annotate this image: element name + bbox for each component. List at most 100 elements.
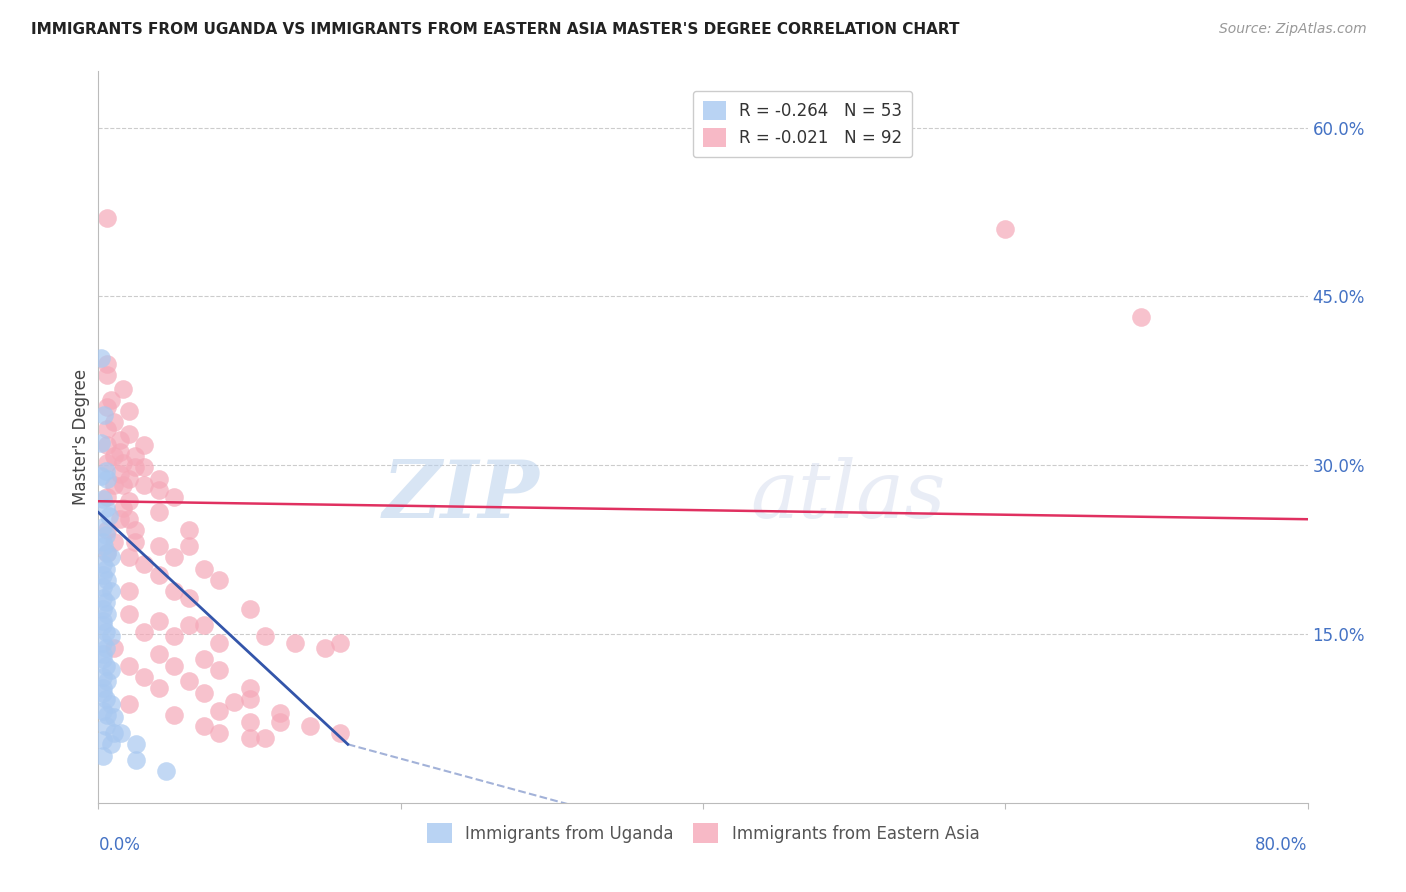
Point <box>179 524 201 538</box>
Point <box>124 534 146 549</box>
Point <box>103 710 125 724</box>
Point <box>98 508 121 523</box>
Point <box>208 636 231 650</box>
Point <box>994 222 1017 236</box>
Point <box>100 629 122 643</box>
Point <box>329 636 352 650</box>
Point <box>253 731 276 745</box>
Point <box>148 472 170 486</box>
Point <box>91 568 114 582</box>
Point <box>148 506 170 520</box>
Point <box>239 714 262 729</box>
Point <box>179 539 201 553</box>
Point <box>124 524 146 538</box>
Point <box>91 685 114 699</box>
Point <box>110 726 132 740</box>
Point <box>91 670 114 684</box>
Point <box>148 614 170 628</box>
Point <box>329 726 352 740</box>
Legend: Immigrants from Uganda, Immigrants from Eastern Asia: Immigrants from Uganda, Immigrants from … <box>420 817 986 849</box>
Point <box>96 357 118 371</box>
Point <box>253 629 276 643</box>
Point <box>100 584 122 599</box>
Point <box>239 731 262 745</box>
Point <box>91 681 114 695</box>
Point <box>118 404 141 418</box>
Point <box>91 591 114 605</box>
Point <box>269 706 291 720</box>
Point <box>100 737 122 751</box>
Point <box>118 472 141 486</box>
Point <box>269 714 291 729</box>
Point <box>103 640 125 655</box>
Point <box>148 539 170 553</box>
Point <box>163 708 186 723</box>
Point <box>100 392 122 407</box>
Point <box>96 211 118 225</box>
Text: atlas: atlas <box>751 457 946 534</box>
Point <box>94 640 117 655</box>
Point <box>91 491 114 506</box>
Point <box>91 614 114 628</box>
Point <box>179 591 201 605</box>
Point <box>96 422 118 436</box>
Point <box>108 467 131 482</box>
Point <box>91 520 114 534</box>
Point <box>111 382 134 396</box>
Point <box>239 692 262 706</box>
Point <box>193 618 215 632</box>
Point <box>125 737 148 751</box>
Point <box>148 647 170 661</box>
Text: Source: ZipAtlas.com: Source: ZipAtlas.com <box>1219 22 1367 37</box>
Point <box>96 400 118 414</box>
Point <box>118 550 141 565</box>
Point <box>91 636 114 650</box>
Point <box>1130 310 1153 324</box>
Text: ZIP: ZIP <box>382 457 540 534</box>
Point <box>90 469 112 483</box>
Point <box>132 558 155 572</box>
Point <box>96 472 118 486</box>
Point <box>91 558 114 572</box>
Point <box>239 681 262 695</box>
Point <box>224 694 246 708</box>
Point <box>91 732 114 747</box>
Point <box>91 618 114 632</box>
Point <box>163 490 186 504</box>
Point <box>118 494 141 508</box>
Point <box>94 624 117 639</box>
Point <box>108 434 131 448</box>
Point <box>163 550 186 565</box>
Point <box>94 658 117 673</box>
Point <box>155 764 177 779</box>
Point <box>132 438 155 452</box>
Point <box>118 607 141 621</box>
Point <box>96 456 118 470</box>
Text: 0.0%: 0.0% <box>98 836 141 854</box>
Point <box>100 550 122 565</box>
Point <box>208 704 231 718</box>
Point <box>96 438 118 452</box>
Point <box>94 692 117 706</box>
Point <box>284 636 307 650</box>
Point <box>132 670 155 684</box>
Point <box>96 674 118 689</box>
Point <box>108 512 131 526</box>
Point <box>103 449 125 463</box>
Point <box>179 674 201 689</box>
Point <box>132 478 155 492</box>
Point <box>163 658 186 673</box>
Point <box>91 647 114 661</box>
Point <box>148 568 170 582</box>
Point <box>94 595 117 609</box>
Point <box>91 652 114 666</box>
Point <box>103 726 125 740</box>
Point <box>100 697 122 711</box>
Point <box>299 719 322 733</box>
Point <box>93 408 115 422</box>
Point <box>103 534 125 549</box>
Point <box>91 534 114 549</box>
Point <box>94 562 117 576</box>
Point <box>314 640 336 655</box>
Point <box>118 697 141 711</box>
